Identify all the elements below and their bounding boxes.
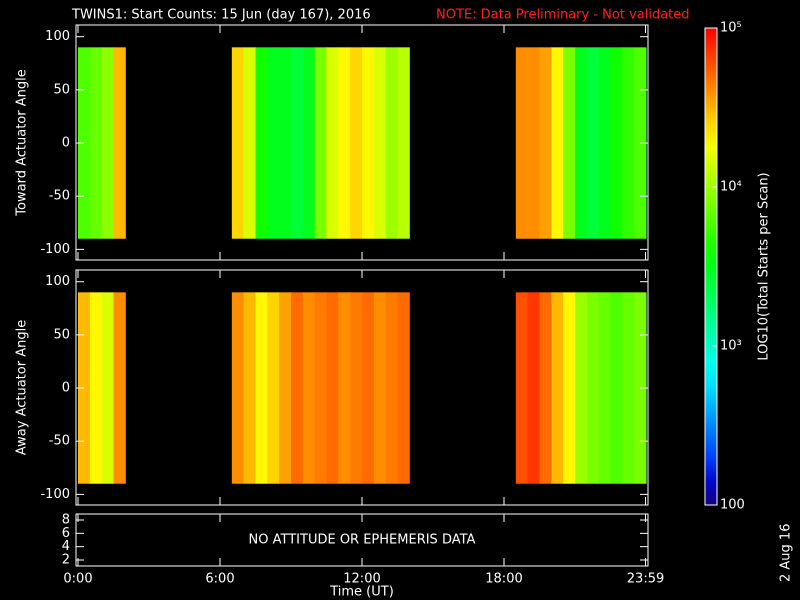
heat-cell [101,47,114,239]
y-tick-label: 50 [53,82,70,97]
y-tick-label: -50 [49,434,70,449]
heat-cell [373,292,387,484]
x-tick-label: 18:00 [485,572,522,587]
y-tick-label: -50 [49,189,70,204]
heat-cell [231,292,245,484]
x-tick-label: 6:00 [205,572,234,587]
colorbar [704,27,718,506]
y-tick-label: 0 [62,381,70,396]
heat-cell [586,47,600,239]
heat-cell [539,47,552,239]
heat-cell [551,292,564,484]
title: TWINS1: Start Counts: 15 Jun (day 167), … [71,8,371,23]
colorbar-tick-label: 10⁵ [720,21,742,36]
annotation: NO ATTITUDE OR EPHEMERIS DATA [249,533,476,548]
heat-cell [515,47,529,239]
heat-cell [586,292,600,484]
y-tick-label: 100 [45,29,70,44]
y-axis-label: Away Actuator Angle [15,320,30,455]
heat-cell [243,292,256,484]
heat-cell [515,292,529,484]
heat-cell [314,292,327,484]
heat-cell [89,47,103,239]
heat-cell [527,47,540,239]
x-tick-label: 12:00 [343,572,380,587]
heat-cell [610,292,623,484]
x-tick-label: 0:00 [63,572,92,587]
heat-cell [302,292,316,484]
heat-cell [279,292,292,484]
heat-cell [598,292,611,484]
heat-cell [575,292,588,484]
heat-cell [350,292,363,484]
heat-cell [563,292,576,484]
heat-cell [267,47,280,239]
heat-cell [575,47,588,239]
heat-cell [551,47,564,239]
colorbar-tick-label: 10⁴ [720,180,742,195]
y-tick-label: -100 [40,242,70,257]
y-tick-label: 6 [62,526,70,541]
heat-cell [78,292,91,484]
y-tick-label: 8 [62,513,70,528]
y-tick-label: -100 [40,487,70,502]
heat-cell [397,292,410,484]
heat-cell [563,47,576,239]
x-tick-label: 23:59 [627,572,664,587]
heat-cell [385,47,398,239]
heat-cell [267,292,280,484]
heat-cell [279,47,292,239]
colorbar-tick-label: 10³ [720,339,742,354]
heat-cell [326,292,339,484]
heat-cell [527,292,540,484]
heat-cell [101,292,114,484]
y-axis-label: Toward Actuator Angle [15,69,30,216]
heat-cell [326,47,339,239]
heat-cell [78,47,91,239]
heat-cell [243,47,256,239]
heat-cell [291,47,304,239]
heat-cell [610,47,623,239]
y-tick-label: 100 [45,274,70,289]
heat-cell [113,47,126,239]
heat-cell [622,47,635,239]
heat-cell [314,47,327,239]
colorbar-tick-label: 100 [720,498,745,513]
heat-cell [373,47,387,239]
y-tick-label: 4 [62,539,70,554]
heat-cell [397,47,410,239]
heat-cell [622,292,635,484]
heat-cell [598,47,611,239]
heat-cell [338,47,351,239]
heat-cell [302,47,316,239]
heat-cell [231,47,245,239]
heat-cell [89,292,103,484]
heat-cell [362,292,375,484]
heat-cell [113,292,126,484]
heat-cell [350,47,363,239]
colorbar-label: LOG10(Total Starts per Scan) [757,172,772,360]
y-tick-label: 50 [53,327,70,342]
y-tick-label: 2 [62,553,70,568]
x-axis-label: Time (UT) [329,585,394,600]
y-tick-label: 0 [62,136,70,151]
heat-cell [255,47,268,239]
heat-cell [539,292,552,484]
heat-cell [338,292,351,484]
heat-cell [385,292,398,484]
heat-cell [362,47,375,239]
heat-cell [291,292,304,484]
date-stamp: 2 Aug 16 [779,524,794,582]
heat-cell [255,292,268,484]
note: NOTE: Data Preliminary - Not validated [436,8,690,23]
